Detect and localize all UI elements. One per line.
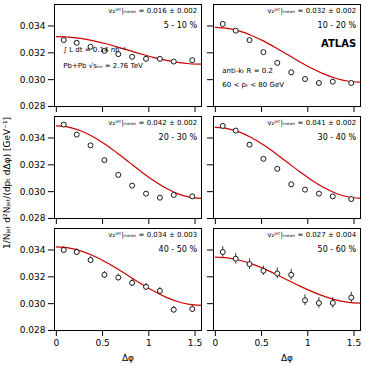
- svg-text:v₂ʲᵉᵗ|ₘₑₐₛ = 0.041 ± 0.002: v₂ʲᵉᵗ|ₘₑₐₛ = 0.041 ± 0.002: [267, 119, 356, 127]
- svg-text:Pb+Pb √sₙₙ = 2.76 TeV: Pb+Pb √sₙₙ = 2.76 TeV: [63, 62, 143, 70]
- svg-text:0: 0: [212, 338, 218, 348]
- svg-text:v₂ʲᵉᵗ|ₘₑₐₛ = 0.042 ± 0.002: v₂ʲᵉᵗ|ₘₑₐₛ = 0.042 ± 0.002: [108, 119, 197, 127]
- svg-text:0.034: 0.034: [20, 21, 46, 31]
- svg-text:0.032: 0.032: [20, 272, 46, 282]
- svg-text:1.5: 1.5: [188, 338, 202, 348]
- svg-text:50 - 60 %: 50 - 60 %: [318, 245, 357, 254]
- svg-text:ATLAS: ATLAS: [321, 38, 356, 49]
- svg-text:30 - 40 %: 30 - 40 %: [318, 133, 357, 142]
- svg-text:Δφ: Δφ: [122, 353, 134, 363]
- svg-text:40 - 50 %: 40 - 50 %: [159, 245, 198, 254]
- svg-text:0.028: 0.028: [20, 325, 46, 335]
- svg-text:0.030: 0.030: [20, 75, 46, 85]
- svg-text:0.5: 0.5: [254, 338, 268, 348]
- svg-text:20 - 30 %: 20 - 30 %: [159, 133, 198, 142]
- svg-text:1: 1: [146, 338, 152, 348]
- svg-text:0.032: 0.032: [20, 160, 46, 170]
- svg-text:0.034: 0.034: [20, 133, 46, 143]
- svg-text:v₂ʲᵉᵗ|ₘₑₐₛ = 0.032 ± 0.002: v₂ʲᵉᵗ|ₘₑₐₛ = 0.032 ± 0.002: [267, 7, 356, 15]
- svg-text:1.5: 1.5: [347, 338, 361, 348]
- svg-text:0.034: 0.034: [20, 245, 46, 255]
- svg-text:anti-kₜ R = 0.2: anti-kₜ R = 0.2: [222, 67, 273, 75]
- svg-text:0.028: 0.028: [20, 101, 46, 111]
- svg-text:0.030: 0.030: [20, 187, 46, 197]
- svg-text:∫ L dt = 0.14 nb⁻¹: ∫ L dt = 0.14 nb⁻¹: [63, 46, 126, 54]
- svg-text:0.028: 0.028: [20, 213, 46, 223]
- svg-text:v₂ʲᵉᵗ|ₘₑₐₛ = 0.027 ± 0.004: v₂ʲᵉᵗ|ₘₑₐₛ = 0.027 ± 0.004: [267, 231, 356, 239]
- svg-text:1: 1: [305, 338, 311, 348]
- svg-text:0: 0: [53, 338, 59, 348]
- svg-text:0.032: 0.032: [20, 48, 46, 58]
- svg-text:0.030: 0.030: [20, 299, 46, 309]
- svg-text:5 - 10 %: 5 - 10 %: [164, 21, 198, 30]
- svg-text:0.5: 0.5: [95, 338, 109, 348]
- svg-text:v₂ʲᵉᵗ|ₘₑₐₛ = 0.034 ± 0.003: v₂ʲᵉᵗ|ₘₑₐₛ = 0.034 ± 0.003: [108, 231, 197, 239]
- svg-text:v₂ʲᵉᵗ|ₘₑₐₛ = 0.016 ± 0.002: v₂ʲᵉᵗ|ₘₑₐₛ = 0.016 ± 0.002: [108, 7, 197, 15]
- html-text:1/Nⱼₑₜ d²Nⱼₑₜ/(dpₜ dΔφ) [GeV⁻¹: 1/Nⱼₑₜ d²Nⱼₑₜ/(dpₜ dΔφ) [GeV⁻¹]: [2, 117, 12, 249]
- svg-text:10 - 20 %: 10 - 20 %: [318, 21, 357, 30]
- svg-text:Δφ: Δφ: [281, 353, 293, 363]
- svg-text:60 < pₜ < 80 GeV: 60 < pₜ < 80 GeV: [222, 81, 284, 89]
